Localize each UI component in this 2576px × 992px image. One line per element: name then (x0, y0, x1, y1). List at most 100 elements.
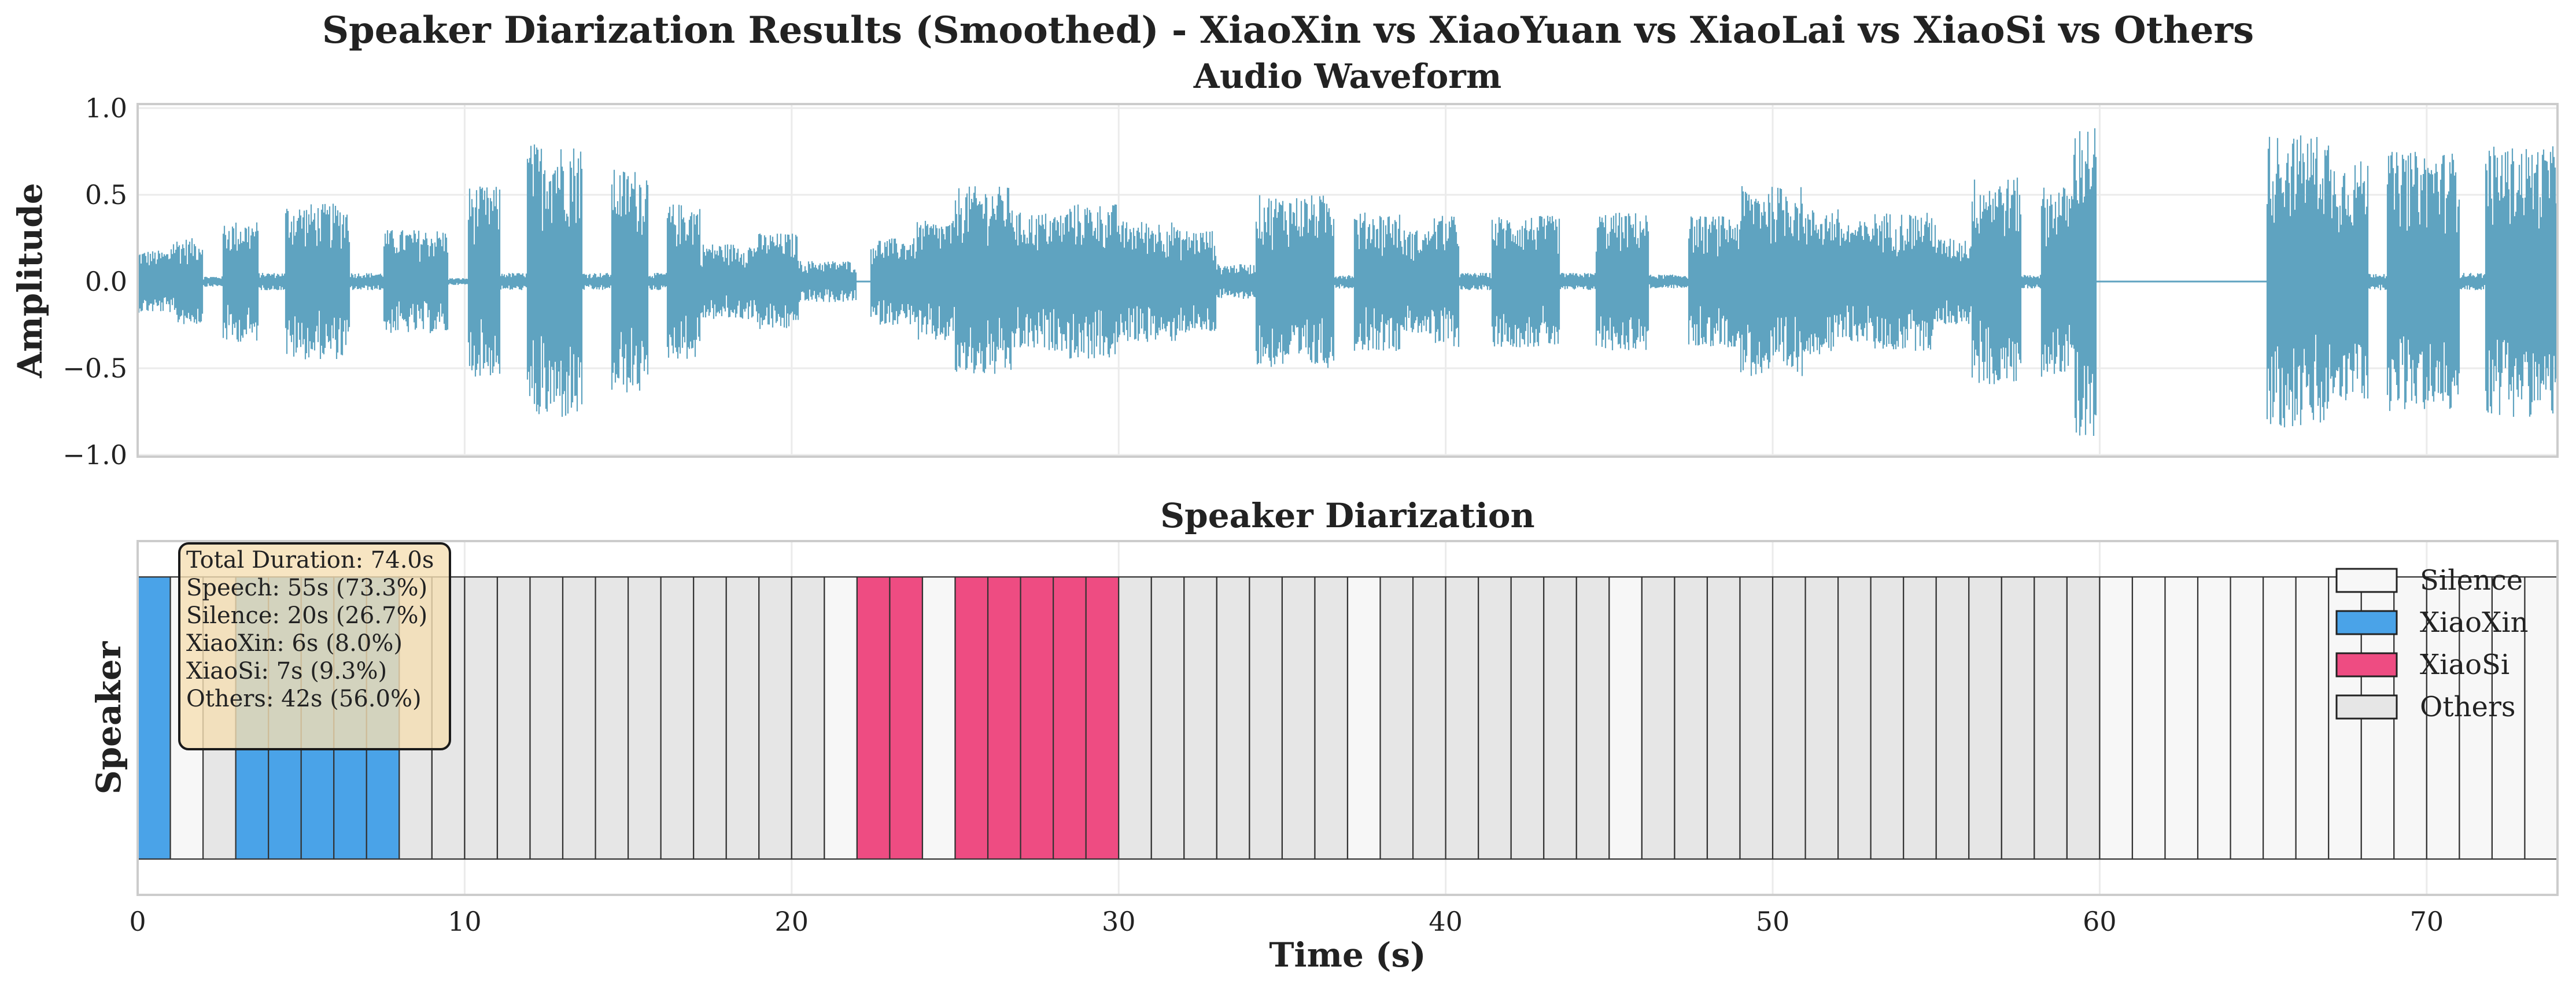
segment-others (1837, 576, 1872, 860)
segment-others (1903, 576, 1937, 860)
segment-others (464, 576, 499, 860)
segment-others (1575, 576, 1610, 860)
segment-xiaosi (856, 576, 891, 860)
segment-others (1216, 576, 1250, 860)
waveform-y-tick-label: 0.0 (85, 266, 127, 297)
segment-silence (1608, 576, 1643, 860)
segment-xiaosi (1020, 576, 1054, 860)
waveform-y-tick-label: −0.5 (62, 353, 127, 384)
segment-others (1968, 576, 2002, 860)
legend-swatch-xiaosi (2335, 652, 2398, 678)
diarization-x-tick-label: 0 (129, 906, 146, 937)
segment-others (1314, 576, 1349, 860)
waveform-y-axis-label: Amplitude (10, 183, 50, 378)
segment-others (2034, 576, 2068, 860)
segment-silence (2131, 576, 2166, 860)
segment-silence (2491, 576, 2526, 860)
waveform-panel: Audio Waveform 1.0 0.5 0.0 −0.5 −1.0 Amplitu… (10, 57, 2559, 471)
segment-xiaosi (1085, 576, 1120, 860)
segment-others (1674, 576, 1708, 860)
segment-others (1445, 576, 1479, 860)
segment-others (1935, 576, 1970, 860)
legend-label-others: Others (2420, 691, 2516, 723)
segment-others (529, 576, 564, 860)
segment-others (1706, 576, 1741, 860)
segment-others (758, 576, 792, 860)
segment-others (693, 576, 727, 860)
segment-silence (921, 576, 956, 860)
diarization-x-axis-label: Time (s) (1269, 935, 1426, 975)
segment-others (1183, 576, 1217, 860)
segment-silence (2459, 576, 2493, 860)
diarization-x-tick-label: 60 (2083, 906, 2117, 937)
segment-others (2066, 576, 2101, 860)
diarization-x-tick-label: 40 (1429, 906, 1463, 937)
diarization-y-axis-label: Speaker (89, 641, 128, 794)
segment-others (1249, 576, 1283, 860)
segment-silence (2164, 576, 2199, 860)
segment-xiaoxin (136, 576, 171, 860)
diarization-x-tick-label: 10 (448, 906, 482, 937)
segment-silence (2393, 576, 2427, 860)
segment-others (1772, 576, 1806, 860)
segment-silence (2099, 576, 2134, 860)
segment-xiaosi (954, 576, 989, 860)
diarization-x-tick-label: 30 (1102, 906, 1136, 937)
segment-others (496, 576, 531, 860)
segment-others (595, 576, 629, 860)
segment-others (1804, 576, 1839, 860)
waveform-frame (136, 103, 2559, 458)
segment-others (1150, 576, 1185, 860)
stats-box-background (178, 542, 451, 750)
waveform-y-tick-label: 1.0 (85, 92, 127, 124)
stats-others: Others: 42s (56.0%) (186, 686, 422, 712)
figure-title: Speaker Diarization Results (Smoothed) -… (322, 9, 2254, 52)
segment-silence (2197, 576, 2231, 860)
segment-others (1478, 576, 1512, 860)
segment-others (1412, 576, 1446, 860)
segment-others (1510, 576, 1545, 860)
stats-total-duration: Total Duration: 74.0s (186, 547, 434, 573)
segment-others (1379, 576, 1414, 860)
segment-xiaosi (987, 576, 1021, 860)
segment-others (2001, 576, 2035, 860)
stats-xiaoxin: XiaoXin: 6s (8.0%) (186, 630, 403, 657)
segment-silence (2426, 576, 2460, 860)
segment-xiaosi (889, 576, 924, 860)
waveform-y-ticks: 1.0 0.5 0.0 −0.5 −1.0 (62, 92, 127, 471)
diarization-x-tick-label: 50 (1756, 906, 1790, 937)
segment-silence (1346, 576, 1381, 860)
diarization-x-tick-label: 70 (2410, 906, 2444, 937)
segment-others (725, 576, 760, 860)
segment-others (1641, 576, 1675, 860)
segment-others (562, 576, 596, 860)
segment-silence (824, 576, 858, 860)
stats-silence: Silence: 20s (26.7%) (186, 602, 427, 629)
waveform-y-tick-label: −1.0 (62, 439, 127, 471)
stats-box: Total Duration: 74.0s Speech: 55s (73.3%… (178, 542, 451, 750)
diarization-panel: Speaker Diarization 0 10 20 30 40 50 60 70 Time… (89, 496, 2559, 975)
legend-swatch-others (2335, 694, 2398, 720)
segment-others (1543, 576, 1577, 860)
diarization-x-ticks: 0 10 20 30 40 50 60 70 (129, 906, 2444, 937)
diarization-frame (136, 540, 2559, 896)
stats-speech: Speech: 55s (73.3%) (186, 575, 427, 601)
legend-label-xiaoxin: XiaoXin (2420, 606, 2528, 639)
segment-silence (2524, 576, 2559, 860)
segment-others (1281, 576, 1316, 860)
waveform-y-tick-label: 0.5 (85, 179, 127, 210)
segment-xiaosi (1053, 576, 1087, 860)
diarization-legend: Silence XiaoXin XiaoSi Others (2335, 564, 2528, 723)
segment-others (628, 576, 662, 860)
segment-others (660, 576, 695, 860)
waveform-title: Audio Waveform (1193, 57, 1501, 96)
segment-silence (2263, 576, 2297, 860)
legend-swatch-silence (2335, 568, 2398, 593)
segment-others (1870, 576, 1905, 860)
segment-silence (2295, 576, 2330, 860)
diarization-x-tick-label: 20 (775, 906, 809, 937)
segment-others (791, 576, 825, 860)
diarization-title: Speaker Diarization (1160, 496, 1534, 535)
diarization-segments (136, 576, 2559, 860)
